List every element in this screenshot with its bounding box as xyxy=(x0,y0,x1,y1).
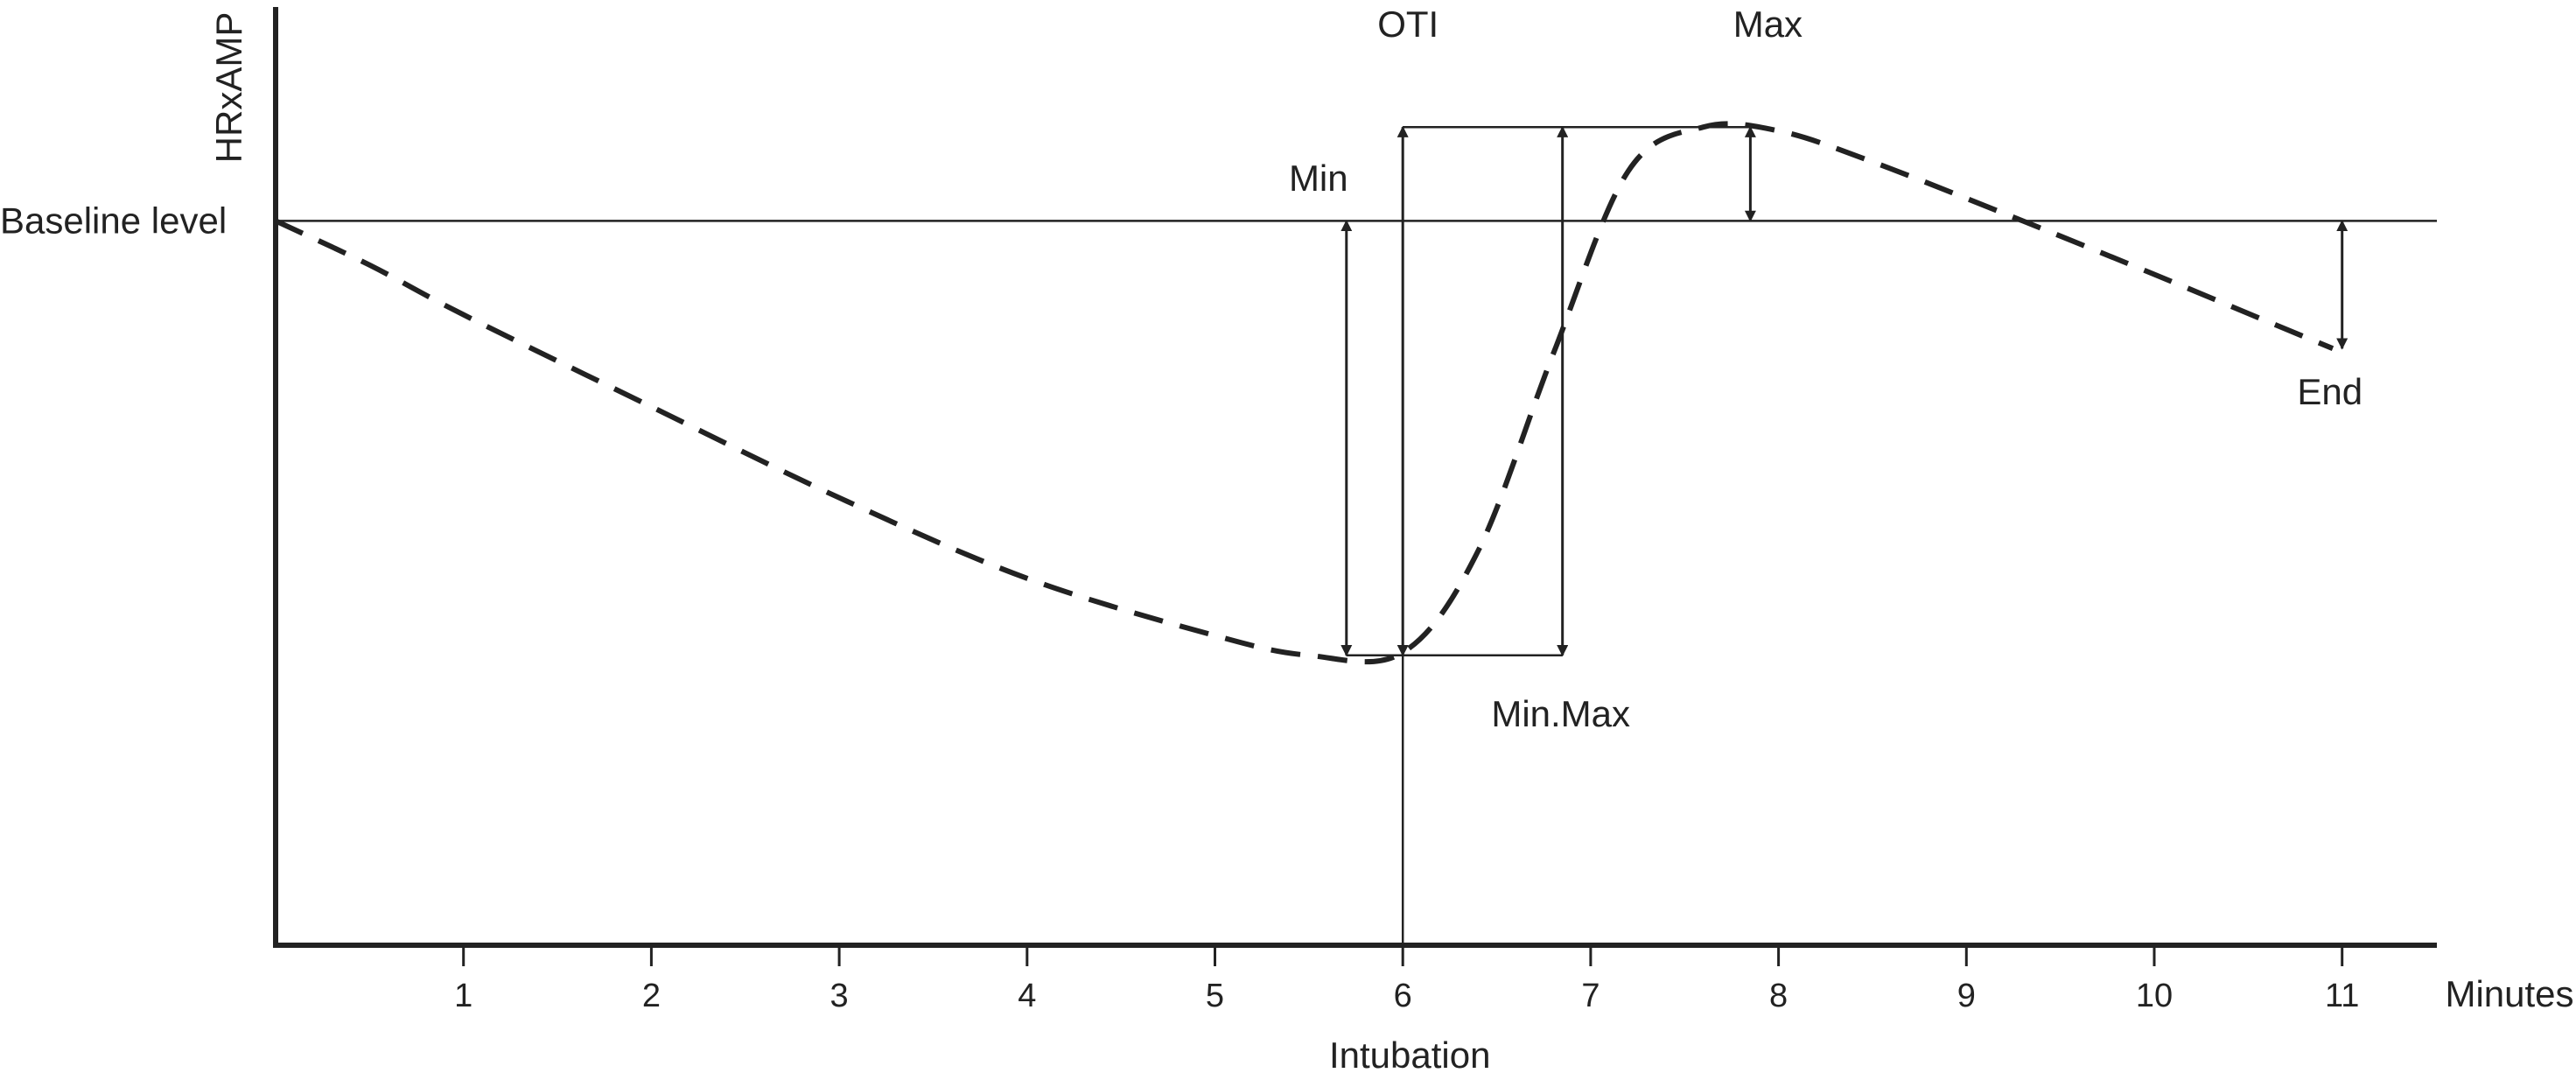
x-tick-label: 5 xyxy=(1206,978,1224,1014)
x-tick-label: 3 xyxy=(830,978,849,1014)
end-label: End xyxy=(2297,371,2362,412)
x-axis-label: Minutes xyxy=(2445,973,2573,1014)
intubation-label: Intubation xyxy=(1329,1034,1491,1076)
x-tick-label: 10 xyxy=(2136,978,2173,1014)
baseline-label: Baseline level xyxy=(0,200,227,241)
x-tick-label: 9 xyxy=(1957,978,1976,1014)
x-tick-label: 6 xyxy=(1394,978,1412,1014)
x-tick-label: 7 xyxy=(1581,978,1600,1014)
x-ticks: 1 2 3 4 5 6 7 8 9 10 11 xyxy=(454,945,2359,1014)
x-tick-label: 1 xyxy=(454,978,472,1014)
x-tick-label: 4 xyxy=(1018,978,1036,1014)
series-line xyxy=(274,121,2334,665)
y-axis-label: HRxAMP xyxy=(208,12,249,164)
x-tick-label: 8 xyxy=(1769,978,1788,1014)
minmax-label: Min.Max xyxy=(1491,693,1630,734)
max-label: Max xyxy=(1733,4,1802,45)
oti-label: OTI xyxy=(1377,4,1438,45)
x-tick-label: 2 xyxy=(642,978,661,1014)
x-tick-label: 11 xyxy=(2325,978,2359,1014)
min-label: Min xyxy=(1289,158,1348,199)
